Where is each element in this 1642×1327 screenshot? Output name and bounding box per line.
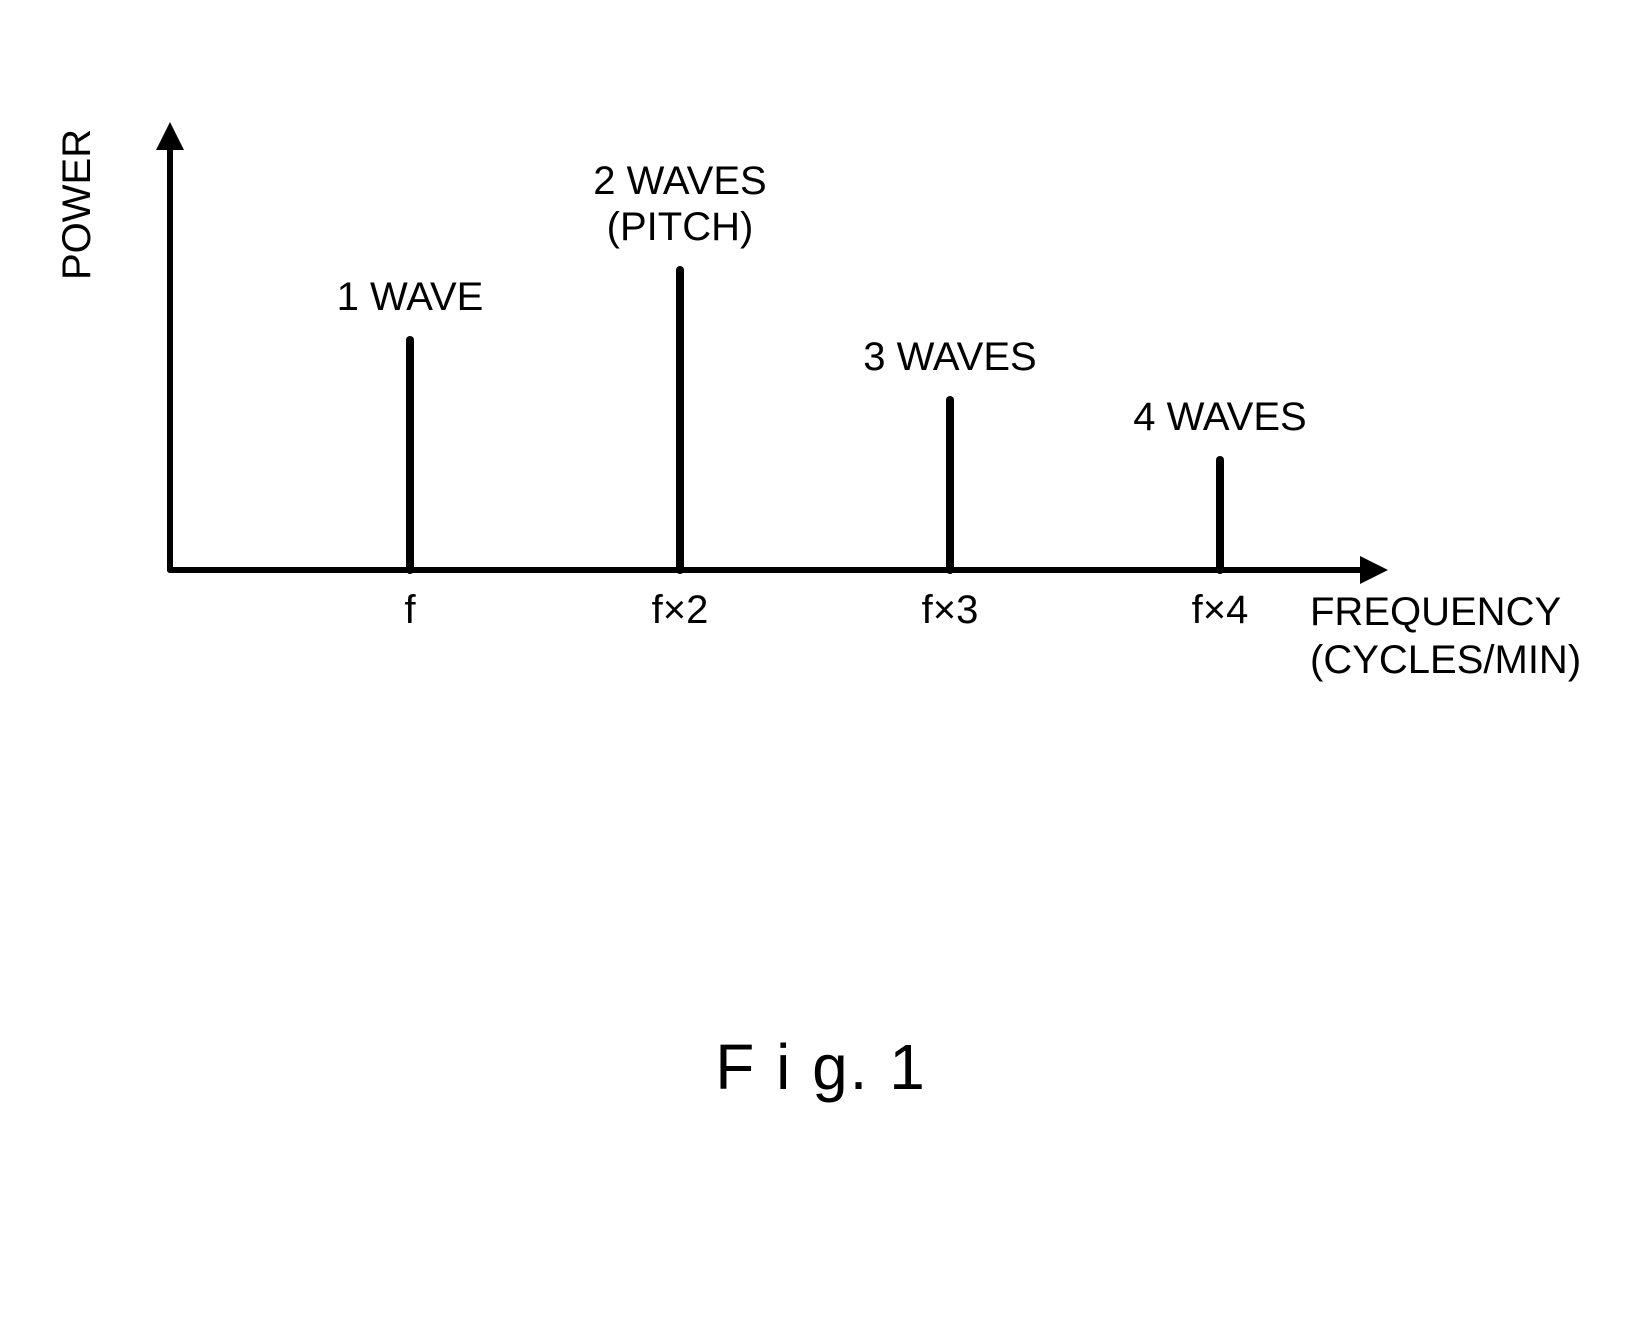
bar-label: 4 WAVES xyxy=(1090,394,1350,440)
x-axis-label: FREQUENCY(CYCLES/MIN) xyxy=(1310,588,1581,684)
bar-label: 3 WAVES xyxy=(820,334,1080,380)
x-tick-label: f×4 xyxy=(1170,588,1270,633)
x-tick-label: f×3 xyxy=(900,588,1000,633)
x-tick-label: f×2 xyxy=(630,588,730,633)
x-tick-label: f xyxy=(360,588,460,633)
y-axis-label: POWER xyxy=(55,129,100,280)
bar-label: 2 WAVES(PITCH) xyxy=(550,158,810,250)
figure-caption: F i g. 1 xyxy=(0,1030,1642,1104)
bar-label: 1 WAVE xyxy=(280,274,540,320)
figure-canvas: f 1 WAVE f×2 2 WAVES(PITCH) f×3 3 WAVES f×4 4 W… xyxy=(0,0,1642,1327)
